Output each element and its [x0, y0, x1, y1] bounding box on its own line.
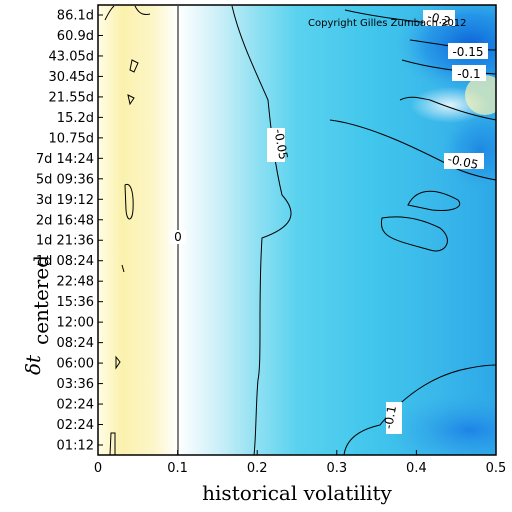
contour-small-7 — [134, 5, 151, 15]
y-tick-label: 22:48 — [57, 275, 94, 290]
y-tick-label: 01:12 — [57, 439, 94, 454]
contour-loop-right — [407, 190, 461, 211]
y-tick-label: 7d 14:24 — [36, 152, 94, 167]
y-tick-label: 02:24 — [57, 398, 94, 413]
x-axis-ticks: 0 0.1 0.2 0.3 0.4 0.5 — [94, 450, 506, 476]
y-tick-label: 43.05d — [49, 49, 94, 64]
contour-small-5 — [109, 432, 116, 455]
contour-label-minus-01-bottom: -0.1 — [381, 405, 399, 430]
contour-small-2 — [129, 59, 139, 73]
y-tick-label: 3d 19:12 — [36, 193, 94, 208]
x-tick-label: 0.1 — [167, 461, 188, 476]
contour-small-3 — [127, 94, 135, 106]
contour-label-zero: 0 — [174, 230, 182, 244]
x-axis-title: historical volatility — [202, 481, 392, 505]
contour-label-minus-02: -0.2 — [426, 9, 452, 29]
y-tick-label: 5d 09:36 — [36, 172, 94, 187]
contour-small-4 — [115, 355, 121, 370]
heatmap-surface — [98, 5, 496, 455]
y-tick-label: 15:36 — [57, 295, 94, 310]
y-tick-label: 15.2d — [57, 111, 94, 126]
x-tick-label: 0.5 — [486, 461, 507, 476]
contour-loop-mid — [380, 216, 448, 252]
contour-small-8 — [104, 5, 115, 21]
y-tick-label: 2d 16:48 — [36, 213, 94, 228]
y-axis-ticks: 01:12 02:24 02:24 03:36 06:00 08:24 12:00 15:36… — [36, 9, 103, 454]
contour-minus-01-arc — [399, 96, 496, 121]
x-tick-label: 0.3 — [326, 461, 347, 476]
x-tick-label: 0.2 — [247, 461, 268, 476]
contour-label-minus-015: -0.15 — [452, 45, 483, 59]
contour-minus-01-bottom — [343, 364, 496, 455]
y-axis-title: δt centered — [21, 255, 53, 375]
y-tick-label: 60.9d — [57, 29, 94, 44]
y-axis-title-subscript: centered — [29, 255, 53, 345]
y-tick-label: 03:36 — [57, 377, 94, 392]
contour-label-group: 0 -0.05 -0.05 -0.1 -0.1 -0.15 -0.2 — [170, 9, 488, 434]
y-tick-label: 12:00 — [57, 316, 94, 331]
y-tick-label: 1d 21:36 — [36, 234, 94, 249]
plot-frame — [97, 4, 497, 456]
y-tick-label: 30.45d — [49, 70, 94, 85]
contour-label-minus-01-top: -0.1 — [457, 67, 480, 81]
y-tick-label: 86.1d — [57, 9, 94, 24]
contour-label-minus-005-right: -0.05 — [446, 152, 479, 172]
y-tick-label: 21.55d — [49, 90, 94, 105]
y-tick-label: 02:24 — [57, 418, 94, 433]
contour-small-1 — [124, 183, 134, 220]
x-tick-label: 0 — [94, 461, 102, 476]
x-tick-label: 0.4 — [406, 461, 427, 476]
copyright-notice: Copyright Gilles Zumbach 2012 — [308, 18, 467, 29]
y-tick-label: 10.75d — [49, 131, 94, 146]
contour-label-minus-005-vertical: -0.05 — [271, 128, 290, 161]
contour-small-6 — [121, 264, 125, 273]
y-tick-label: 1d 08:24 — [36, 254, 94, 269]
y-tick-label: 08:24 — [57, 336, 94, 351]
contour-minus-005-left — [231, 5, 292, 455]
y-tick-label: 06:00 — [57, 357, 94, 372]
y-axis-title-main: δt — [21, 354, 45, 375]
